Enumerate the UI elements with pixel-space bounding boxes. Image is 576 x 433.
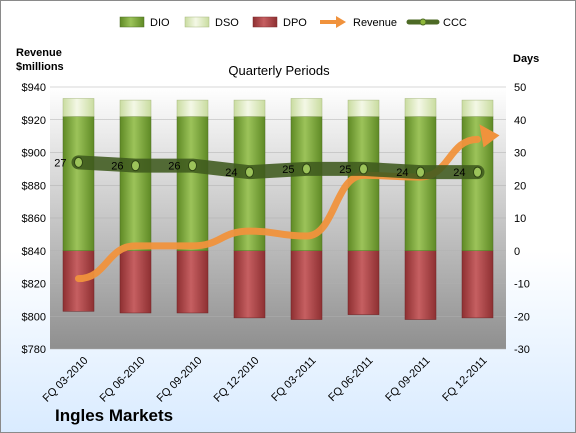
dio-bar: [62, 116, 95, 251]
right-tick-label: 50: [514, 82, 526, 94]
left-tick-label: $840: [22, 246, 46, 258]
dpo-bar: [290, 250, 323, 320]
dio-bar: [404, 116, 437, 251]
bars: [62, 98, 494, 320]
legend-swatch-ccc: [406, 18, 440, 26]
dio-bar: [119, 116, 152, 251]
dpo-bar: [233, 250, 266, 319]
ccc-data-label: 25: [282, 164, 294, 176]
left-tick-label: $800: [22, 311, 46, 323]
category-label: FQ 03-2010: [41, 355, 91, 405]
ccc-marker: [359, 163, 368, 175]
ccc-data-label: 24: [453, 167, 465, 179]
ccc-marker: [131, 160, 140, 172]
dpo-bar: [404, 250, 437, 320]
dio-bar: [176, 116, 209, 251]
left-tick-label: $920: [22, 115, 46, 127]
category-label: FQ 09-2010: [155, 355, 205, 405]
ccc-marker: [188, 160, 197, 172]
ccc-data-label: 26: [111, 161, 123, 173]
ccc-data-label: 27: [54, 157, 66, 169]
ccc-data-label: 24: [225, 167, 237, 179]
dso-bar: [404, 98, 437, 117]
category-label: FQ 12-2011: [440, 355, 489, 404]
category-label: FQ 03-2011: [269, 355, 318, 404]
legend-swatch-dpo: [252, 16, 278, 28]
ccc-data-label: 24: [396, 167, 408, 179]
ccc-data-label: 25: [339, 164, 351, 176]
ccc-marker: [416, 166, 425, 178]
category-label: FQ 09-2011: [383, 355, 432, 404]
right-tick-label: 30: [514, 148, 526, 160]
dpo-bar: [347, 250, 380, 315]
company-name: Ingles Markets: [55, 406, 173, 425]
dio-bar: [290, 116, 323, 251]
legend: DIO DSO DPO Revenue CCC: [119, 16, 467, 29]
ccc-marker: [74, 156, 83, 168]
dso-bar: [119, 99, 152, 117]
left-axis-title-line2: $millions: [16, 61, 64, 73]
right-tick-label: 40: [514, 115, 526, 127]
category-label: FQ 12-2010: [212, 355, 262, 405]
left-tick-label: $880: [22, 180, 46, 192]
dpo-bar: [119, 250, 152, 314]
legend-swatch-revenue: [320, 16, 346, 28]
right-tick-label: 0: [514, 246, 520, 258]
right-axis-title: Days: [513, 53, 539, 65]
ccc-data-label: 26: [168, 161, 180, 173]
chart-subtitle: Quarterly Periods: [228, 63, 330, 78]
legend-label-dio: DIO: [150, 17, 170, 29]
dso-bar: [290, 98, 323, 117]
right-axis-ticks: -30 -20 -10 0 10 20 30 40 50: [514, 82, 530, 356]
left-tick-label: $780: [22, 344, 46, 356]
right-tick-label: -30: [514, 344, 530, 356]
legend-swatch-dio: [119, 16, 145, 28]
dso-bar: [176, 99, 209, 117]
ccc-line: [71, 155, 485, 180]
revenue-arrowhead: [479, 124, 500, 148]
ccc-marker: [245, 166, 254, 178]
dso-bar: [62, 98, 95, 117]
right-tick-label: -10: [514, 279, 530, 291]
category-label: FQ 06-2010: [98, 355, 148, 405]
right-tick-label: 10: [514, 213, 526, 225]
left-axis-title-line1: Revenue: [16, 47, 62, 59]
legend-label-dpo: DPO: [283, 17, 307, 29]
category-label: FQ 06-2011: [326, 355, 375, 404]
dso-bar: [461, 99, 494, 117]
legend-label-ccc: CCC: [443, 17, 467, 29]
legend-label-revenue: Revenue: [353, 17, 397, 29]
legend-swatch-dso: [184, 16, 210, 28]
left-tick-label: $820: [22, 279, 46, 291]
left-tick-label: $940: [22, 82, 46, 94]
dio-bar: [347, 116, 380, 251]
dso-bar: [347, 99, 380, 117]
ccc-series: 27 26 26 24 25 25 24 24: [54, 155, 485, 180]
legend-label-dso: DSO: [215, 17, 239, 29]
right-tick-label: -20: [514, 311, 530, 323]
left-tick-label: $900: [22, 148, 46, 160]
left-tick-label: $860: [22, 213, 46, 225]
ccc-marker: [473, 166, 482, 178]
dpo-bar: [461, 250, 494, 319]
right-tick-label: 20: [514, 180, 526, 192]
dso-bar: [233, 99, 266, 117]
dpo-bar: [176, 250, 209, 314]
category-labels: FQ 03-2010 FQ 06-2010 FQ 09-2010 FQ 12-2010…: [41, 355, 490, 405]
ccc-marker: [302, 163, 311, 175]
left-axis-ticks: $780 $800 $820 $840 $860 $880 $900 $920 $940: [22, 82, 46, 356]
